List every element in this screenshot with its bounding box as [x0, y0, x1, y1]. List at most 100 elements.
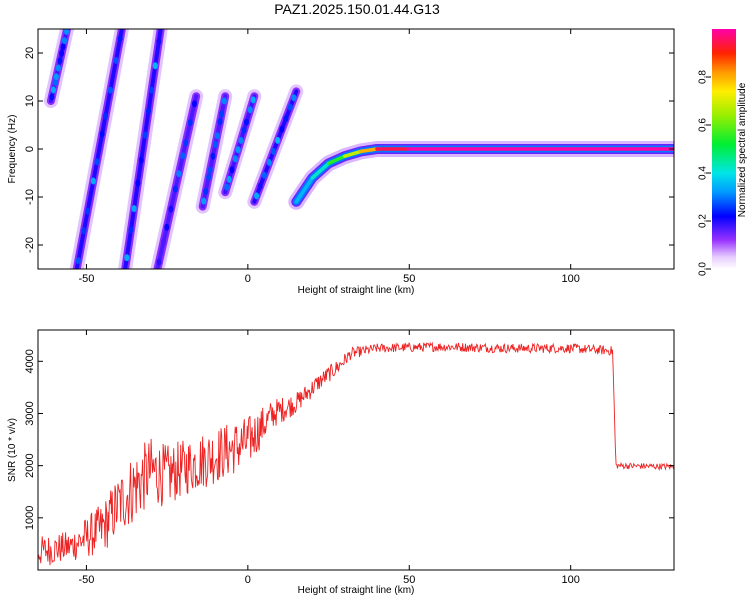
- colorbar: 0.0 0.2 0.4 0.6 0.8 Normalized spectral ampl…: [698, 29, 748, 276]
- spectrogram-streak: [247, 84, 304, 209]
- streak-blob: [206, 173, 212, 181]
- streak-blob: [99, 130, 105, 138]
- spectrogram-panel: -50 0 50 100 -20 -10 0 10 20 Height of straight …: [7, 28, 675, 296]
- streak-blob: [207, 166, 213, 174]
- streak-blob: [279, 125, 285, 133]
- streak-blob: [221, 97, 227, 105]
- streak-blob: [164, 223, 170, 231]
- streak-blob: [201, 197, 207, 205]
- streak-blob: [287, 103, 293, 111]
- snr-ylabel: SNR (10 * v/v): [7, 418, 18, 482]
- y-tick-label: 1000: [24, 506, 36, 530]
- spectrogram-ridge: [288, 141, 674, 210]
- streak-blob: [135, 179, 141, 187]
- streak-blob: [250, 96, 256, 104]
- streak-blob: [50, 86, 56, 94]
- streak-blob: [103, 112, 109, 120]
- y-tick-label: 4000: [24, 349, 36, 373]
- streak-blob: [55, 64, 61, 72]
- streak-blob: [232, 155, 238, 163]
- streak-blob: [235, 146, 241, 154]
- x-tick-label: -50: [78, 574, 94, 586]
- streak-blob: [142, 131, 148, 139]
- y-tick-label: 0: [24, 146, 36, 152]
- streak-blob: [52, 78, 58, 86]
- snr-marks: [37, 341, 675, 566]
- streak-blob: [161, 238, 167, 246]
- streak-blob: [224, 183, 230, 191]
- streak-blob: [229, 166, 235, 174]
- colorbar-tick-label: 0.6: [698, 118, 709, 132]
- colorbar-tick-label: 0.2: [698, 214, 709, 228]
- streak-blob: [283, 115, 289, 123]
- x-tick-label: 0: [245, 273, 251, 285]
- colorbar-gradient: [712, 29, 736, 269]
- snr-xlabel: Height of straight line (km): [298, 585, 415, 596]
- ridge-segment: [310, 161, 331, 180]
- streak-blob: [61, 37, 67, 45]
- streak-blob: [94, 158, 100, 166]
- streak-blob: [261, 171, 267, 179]
- x-tick-label: 50: [403, 273, 415, 285]
- colorbar-tick-label: 0.4: [698, 166, 709, 180]
- streak-blob: [270, 147, 276, 155]
- streak-blob: [176, 170, 182, 178]
- streak-blob: [247, 106, 253, 114]
- x-tick-label: -50: [78, 273, 94, 285]
- x-tick-label: 50: [403, 574, 415, 586]
- streak-blob: [210, 152, 216, 160]
- streak-blob: [172, 185, 178, 193]
- y-tick-label: 20: [24, 47, 36, 59]
- streak-blob: [60, 43, 66, 51]
- colorbar-tick-label: 0.8: [698, 70, 709, 84]
- streak-blob: [275, 136, 281, 144]
- snr-series-line: [37, 341, 675, 566]
- streak-blob: [243, 118, 249, 126]
- streak-blob: [117, 35, 123, 43]
- spectrogram-streak: [69, 29, 129, 269]
- ridge-segment: [359, 147, 379, 154]
- spectrogram-streak: [150, 89, 204, 269]
- streak-blob: [254, 192, 260, 200]
- streak-blob: [257, 182, 263, 190]
- spectrogram-axes: -50 0 50 100 -20 -10 0 10 20: [24, 29, 674, 285]
- streak-blob: [156, 38, 162, 46]
- streak-blob: [241, 126, 247, 134]
- streak-blob: [75, 257, 81, 265]
- spectrogram-data: [43, 29, 674, 269]
- streak-blob: [156, 258, 162, 266]
- streak-blob: [226, 175, 232, 183]
- colorbar-label: Normalized spectral amplitude: [737, 82, 748, 217]
- streak-blob: [214, 132, 220, 140]
- streak-blob: [212, 141, 218, 149]
- y-tick-label: -20: [24, 237, 36, 253]
- streak-blob: [238, 136, 244, 144]
- colorbar-tick-label: 0.0: [698, 262, 709, 276]
- spectrogram-xlabel: Height of straight line (km): [298, 285, 415, 296]
- streak-blob: [266, 159, 272, 167]
- streak-blob: [113, 56, 119, 64]
- y-tick-label: 3000: [24, 401, 36, 425]
- ridge-segment: [294, 176, 315, 204]
- streak-blob: [107, 86, 113, 94]
- streak-blob: [138, 156, 144, 164]
- streak-blob: [128, 226, 134, 234]
- snr-axes: -50 0 50 100 1000 2000 3000 4000: [24, 330, 674, 586]
- streak-blob: [81, 227, 87, 235]
- spectrogram-ylabel: Frequency (Hz): [7, 115, 18, 184]
- figure-title: PAZ1.2025.150.01.44.G13: [274, 1, 440, 17]
- snr-panel: -50 0 50 100 1000 2000 3000 4000 Height of stra…: [7, 329, 675, 596]
- ridge-segment: [342, 149, 363, 158]
- streak-blob: [152, 62, 158, 70]
- streak-blob: [146, 107, 152, 115]
- streak-blob: [217, 118, 223, 126]
- streak-blob: [192, 100, 198, 108]
- spectrogram-streak: [195, 89, 233, 214]
- spectrogram-marks: [43, 29, 674, 269]
- snr-plot-area: [38, 330, 674, 570]
- streak-blob: [53, 73, 59, 81]
- streak-blob: [85, 207, 91, 215]
- y-tick-label: 2000: [24, 453, 36, 477]
- streak-blob: [291, 94, 297, 102]
